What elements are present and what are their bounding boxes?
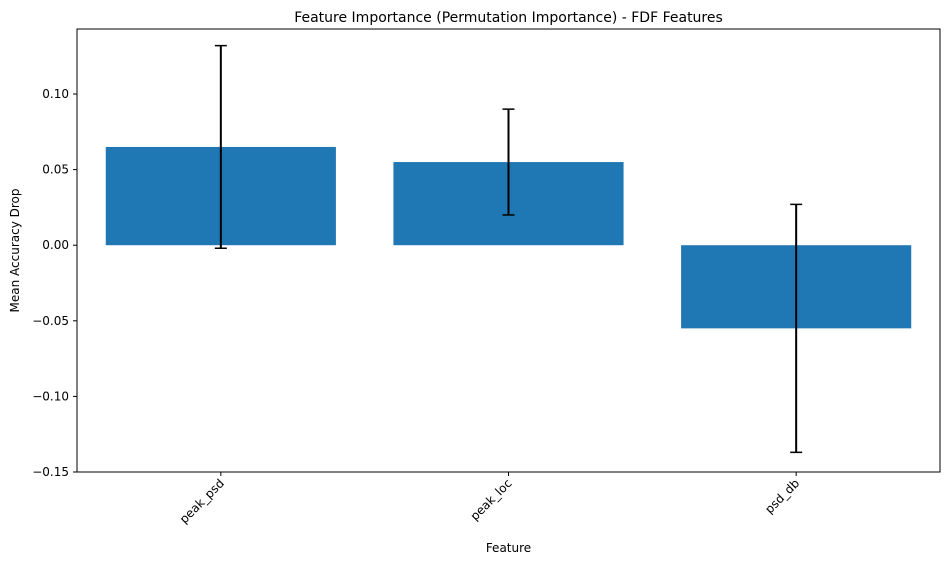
x-axis-label: Feature <box>486 541 531 555</box>
y-axis-label: Mean Accuracy Drop <box>8 189 22 313</box>
error-bar-psd-db <box>790 203 803 454</box>
y-tick-label: 0.10 <box>42 87 69 101</box>
x-tick-label: peak_psd <box>177 476 227 526</box>
y-tick-label: −0.10 <box>32 389 69 403</box>
y-axis: −0.15 −0.10 −0.05 0.00 0.05 0.10 <box>32 87 77 479</box>
error-bar-peak-psd <box>214 44 227 249</box>
y-tick-label: −0.15 <box>32 465 69 479</box>
y-tick-label: 0.05 <box>42 163 69 177</box>
x-tick-label: psd_db <box>762 476 802 516</box>
chart-title: Feature Importance (Permutation Importan… <box>294 10 723 26</box>
error-bars-group <box>214 44 803 454</box>
x-tick-label: peak_loc <box>468 476 515 523</box>
x-axis: peak_psd peak_loc psd_db <box>177 472 802 526</box>
y-tick-label: −0.05 <box>32 314 69 328</box>
error-bar-peak-loc <box>502 108 515 216</box>
y-tick-label: 0.00 <box>42 238 69 252</box>
